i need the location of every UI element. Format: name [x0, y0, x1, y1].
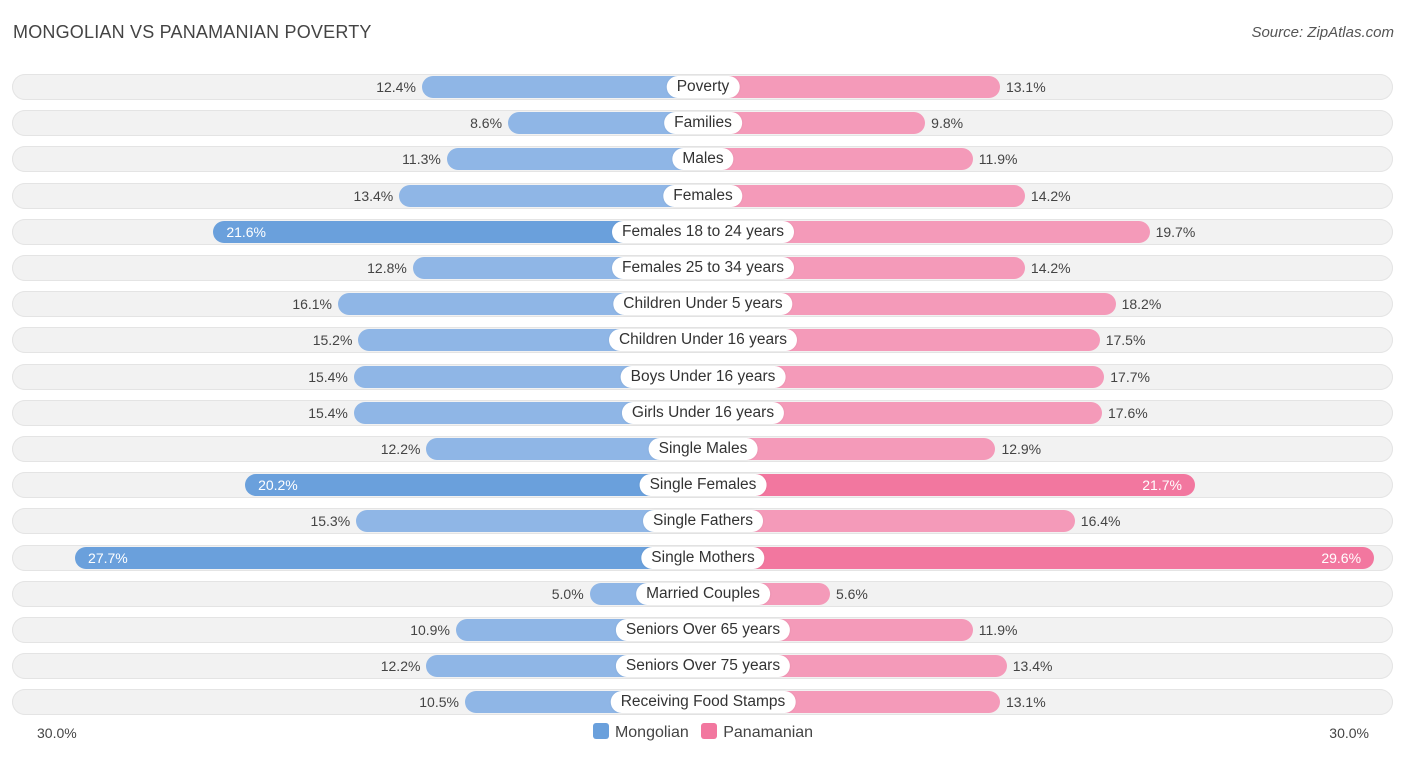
bar-panamanian: [692, 366, 1105, 388]
value-label-mongolian: 8.6%: [470, 115, 503, 131]
value-label-mongolian: 20.2%: [258, 477, 298, 493]
category-label: Seniors Over 65 years: [615, 619, 791, 641]
source-credit: Source: ZipAtlas.com: [1251, 24, 1394, 41]
value-label-mongolian: 15.4%: [308, 405, 348, 421]
bar-mongolian: [508, 112, 714, 134]
value-label-panamanian: 14.2%: [1030, 188, 1071, 204]
value-label-mongolian: 15.2%: [312, 332, 353, 348]
bar-mongolian: [213, 221, 714, 243]
bar-panamanian: [692, 402, 1102, 424]
bar-panamanian: [692, 185, 1025, 207]
value-label-mongolian: 10.5%: [419, 694, 459, 710]
value-label-panamanian: 16.4%: [1080, 513, 1121, 529]
value-label-panamanian: 13.4%: [1012, 658, 1053, 674]
bar-panamanian: [692, 221, 1150, 243]
category-label: Receiving Food Stamps: [610, 691, 796, 713]
bar-mongolian: [75, 547, 714, 569]
category-label: Females 25 to 34 years: [612, 257, 794, 279]
value-label-mongolian: 13.4%: [353, 188, 394, 204]
legend-item-mongolian: Mongolian: [592, 723, 689, 742]
value-label-panamanian: 12.9%: [1001, 441, 1042, 457]
chart-title: MONGOLIAN VS PANAMANIAN POVERTY: [13, 22, 372, 42]
value-label-panamanian: 19.7%: [1155, 224, 1196, 240]
value-label-mongolian: 27.7%: [88, 550, 128, 566]
value-label-mongolian: 15.3%: [310, 513, 351, 529]
value-label-panamanian: 5.6%: [835, 586, 868, 602]
bar-panamanian: [692, 112, 926, 134]
category-label: Poverty: [666, 76, 740, 98]
value-label-mongolian: 12.2%: [380, 658, 421, 674]
value-label-mongolian: 16.1%: [292, 296, 333, 312]
value-label-panamanian: 9.8%: [931, 115, 964, 131]
bar-panamanian: [692, 76, 1000, 98]
bar-mongolian: [245, 474, 714, 496]
value-label-mongolian: 12.2%: [380, 441, 421, 457]
legend-label-panamanian: Panamanian: [723, 724, 814, 741]
value-label-panamanian: 21.7%: [1142, 477, 1182, 493]
value-label-mongolian: 5.0%: [551, 586, 584, 602]
value-label-panamanian: 29.6%: [1321, 550, 1362, 566]
category-label: Single Fathers: [643, 510, 763, 532]
axis-min-label: 30.0%: [37, 725, 77, 741]
category-label: Single Males: [648, 438, 758, 460]
value-label-panamanian: 13.1%: [1005, 694, 1046, 710]
category-label: Boys Under 16 years: [620, 366, 786, 388]
legend: Mongolian Panamanian: [0, 723, 1406, 742]
bar-mongolian: [426, 438, 714, 460]
value-label-panamanian: 17.7%: [1110, 369, 1150, 385]
value-label-panamanian: 17.6%: [1107, 405, 1148, 421]
bar-panamanian: [692, 438, 996, 460]
value-label-mongolian: 12.4%: [376, 79, 416, 95]
value-label-panamanian: 11.9%: [978, 151, 1018, 167]
category-label: Children Under 16 years: [608, 329, 798, 351]
legend-swatch-panamanian: [701, 723, 718, 739]
bar-mongolian: [446, 148, 714, 170]
legend-label-mongolian: Mongolian: [614, 724, 689, 741]
bar-mongolian: [399, 185, 714, 207]
category-label: Married Couples: [636, 583, 770, 605]
bar-panamanian: [692, 148, 973, 170]
value-label-panamanian: 17.5%: [1105, 332, 1146, 348]
legend-item-panamanian: Panamanian: [701, 723, 813, 742]
bar-mongolian: [356, 510, 714, 532]
category-label: Families: [664, 112, 742, 134]
value-label-mongolian: 10.9%: [410, 622, 450, 638]
category-label: Girls Under 16 years: [621, 402, 785, 424]
category-label: Males: [672, 148, 734, 170]
bar-panamanian: [692, 293, 1116, 315]
category-label: Single Females: [639, 474, 767, 496]
category-label: Seniors Over 75 years: [615, 655, 791, 677]
value-label-mongolian: 12.8%: [367, 260, 407, 276]
value-label-panamanian: 18.2%: [1121, 296, 1162, 312]
value-label-mongolian: 21.6%: [226, 224, 267, 240]
bar-panamanian: [692, 474, 1195, 496]
bar-mongolian: [421, 76, 714, 98]
category-label: Females 18 to 24 years: [612, 221, 794, 243]
bar-panamanian: [692, 510, 1075, 532]
value-label-mongolian: 15.4%: [308, 369, 348, 385]
category-label: Children Under 5 years: [613, 293, 793, 315]
category-label: Females: [663, 185, 743, 207]
value-label-panamanian: 11.9%: [978, 622, 1018, 638]
category-label: Single Mothers: [641, 547, 765, 569]
value-label-panamanian: 14.2%: [1030, 260, 1071, 276]
legend-swatch-mongolian: [592, 723, 609, 739]
bar-panamanian: [692, 547, 1375, 569]
value-label-panamanian: 13.1%: [1005, 79, 1046, 95]
value-label-mongolian: 11.3%: [402, 151, 441, 167]
axis-max-label: 30.0%: [1329, 725, 1369, 741]
